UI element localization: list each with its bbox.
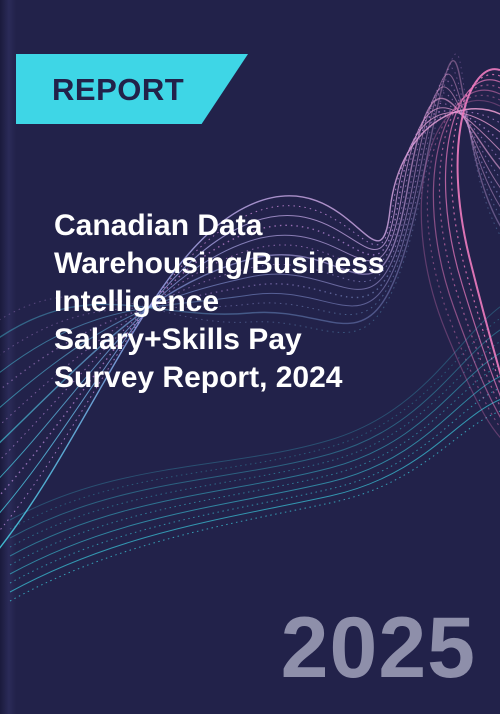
wave-line — [9, 375, 500, 575]
wave-line — [9, 317, 500, 530]
wave-line — [9, 352, 500, 557]
wave-line — [9, 329, 500, 539]
title-line: Survey Report, 2024 — [54, 361, 343, 394]
wave-line — [426, 94, 500, 429]
wave-line — [0, 108, 500, 549]
wave-line — [0, 86, 500, 408]
title-line: Intelligence — [54, 285, 220, 318]
wave-line — [444, 79, 500, 397]
wave-line — [420, 99, 500, 439]
wave-line — [0, 110, 500, 496]
wave-line — [9, 364, 500, 566]
wave-line — [0, 107, 500, 479]
wave-line — [0, 53, 500, 334]
report-badge-label: REPORT — [52, 72, 185, 107]
report-title: Canadian Data Warehousing/Business Intel… — [54, 207, 484, 397]
wave-line — [0, 111, 500, 531]
title-line: Salary+Skills Pay — [54, 323, 302, 356]
report-badge — [16, 54, 248, 124]
wave-line — [9, 399, 500, 593]
wave-line — [9, 410, 500, 602]
title-line: Warehousing/Business — [54, 247, 385, 280]
wave-line — [9, 306, 500, 521]
wave-line — [0, 112, 500, 514]
wave-line — [456, 68, 500, 376]
wave-line — [0, 102, 500, 461]
wave-line — [450, 73, 500, 386]
wave-line — [432, 89, 500, 418]
book-spine — [0, 0, 16, 714]
edition-year: 2025 — [280, 600, 476, 696]
wave-line — [0, 97, 500, 444]
title-line: Canadian Data — [54, 209, 263, 242]
wave-line — [0, 73, 500, 373]
